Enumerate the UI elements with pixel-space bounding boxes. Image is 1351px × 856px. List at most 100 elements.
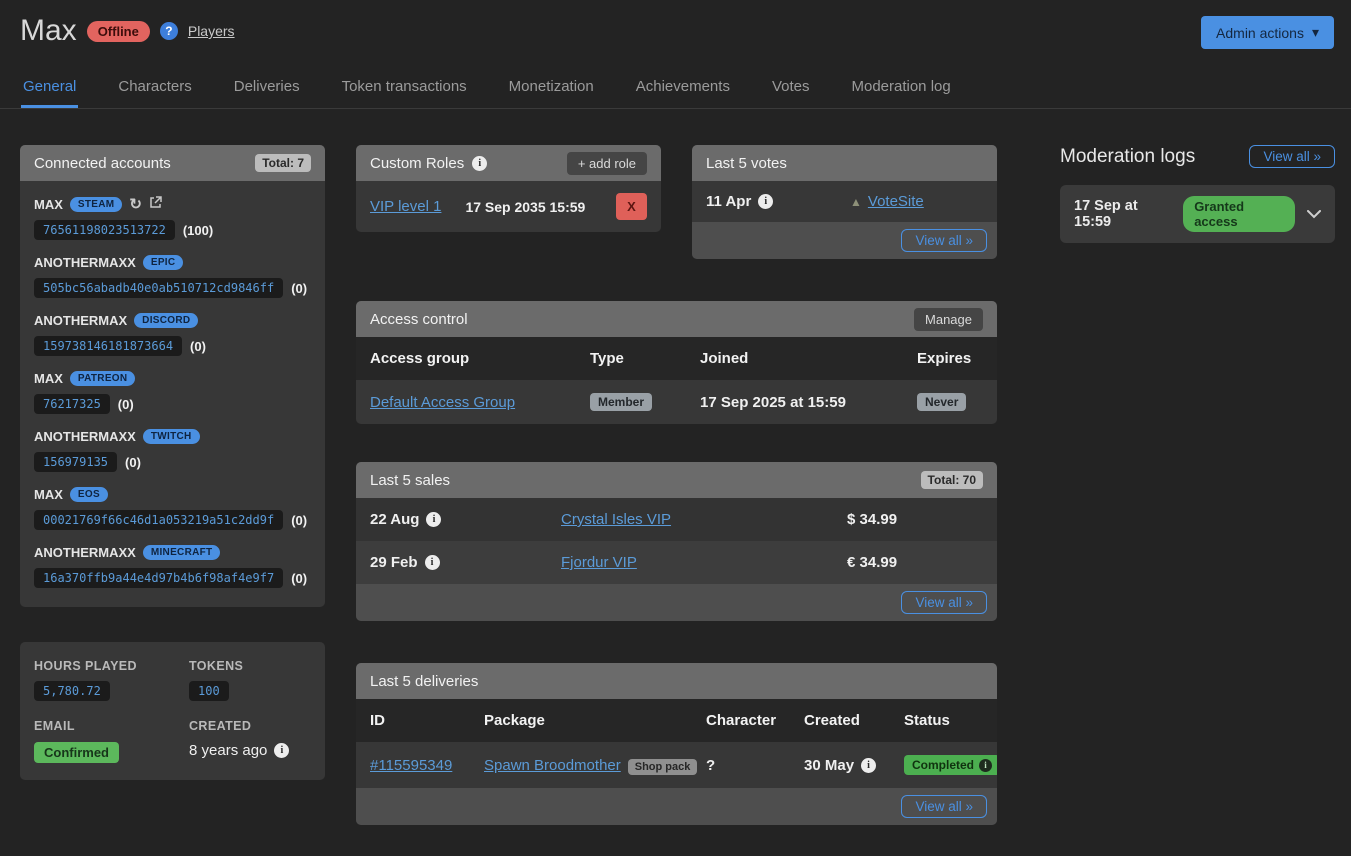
tab-token-transactions[interactable]: Token transactions: [341, 78, 467, 95]
account-count: (0): [291, 570, 308, 586]
account-item-epic: ANOTHERMAXX EPIC 505bc56abadb40e0ab51071…: [34, 255, 311, 298]
completed-status-badge: Completed i: [904, 755, 997, 775]
status-badge: Offline: [86, 20, 150, 42]
account-count: (0): [125, 454, 141, 470]
delivery-package-link[interactable]: Spawn Broodmother: [484, 756, 621, 774]
account-name: MAX: [34, 487, 63, 502]
moderation-log-entry[interactable]: 17 Sep at 15:59 Granted access: [1060, 185, 1335, 243]
info-icon[interactable]: i: [758, 194, 774, 209]
tab-general[interactable]: General: [21, 69, 79, 108]
info-icon[interactable]: i: [426, 512, 442, 527]
account-id-chip[interactable]: 159738146181873664: [34, 336, 183, 356]
add-role-button[interactable]: + add role: [566, 151, 647, 175]
remove-role-button[interactable]: X: [616, 193, 647, 220]
info-icon[interactable]: i: [274, 743, 290, 758]
account-item-twitch: ANOTHERMAXX TWITCH 156979135 (0): [34, 429, 311, 472]
sales-view-all-button[interactable]: View all »: [901, 591, 987, 614]
expires-badge: Never: [917, 393, 967, 411]
last-deliveries-title: Last 5 deliveries: [370, 672, 479, 690]
page-header: Max Offline ? Players Admin actions ▾: [0, 0, 1351, 49]
votesite-link[interactable]: VoteSite: [867, 193, 924, 210]
platform-badge-eos: EOS: [69, 487, 108, 502]
account-id-chip[interactable]: 76217325: [34, 394, 110, 414]
external-link-icon[interactable]: [149, 196, 162, 212]
tab-moderation-log[interactable]: Moderation log: [851, 78, 951, 95]
account-id-chip[interactable]: 00021769f66c46d1a053219a51c2dd9f: [34, 510, 284, 530]
role-expires: 17 Sep 2035 15:59: [465, 198, 586, 215]
created-label: CREATED: [189, 719, 252, 733]
player-stats-card: HOURS PLAYED 5,780.72 TOKENS 100 EMAIL C…: [20, 642, 325, 780]
players-link[interactable]: Players: [187, 23, 235, 39]
col-expires: Expires: [917, 350, 972, 367]
email-label: EMAIL: [34, 719, 75, 733]
account-count: (0): [117, 396, 134, 412]
last-sales-card: Last 5 sales Total: 70 22 Aug i Crystal …: [356, 462, 997, 621]
tokens-value: 100: [189, 681, 229, 701]
delivery-id-link[interactable]: #115595349: [370, 756, 453, 774]
sale-package-link[interactable]: Fjordur VIP: [561, 554, 637, 571]
col-status: Status: [904, 712, 950, 729]
custom-roles-title: Custom Roles: [370, 154, 465, 172]
col-access-group: Access group: [370, 350, 470, 367]
account-item-minecraft: ANOTHERMAXX MINECRAFT 16a370ffb9a44e4d97…: [34, 545, 311, 588]
col-created: Created: [804, 712, 860, 729]
connected-accounts-total-badge: Total: 7: [255, 154, 311, 172]
votes-view-all-button[interactable]: View all »: [901, 229, 987, 252]
access-group-link[interactable]: Default Access Group: [370, 393, 516, 411]
delivery-character: ?: [706, 756, 716, 774]
account-count: (0): [291, 512, 308, 528]
deliveries-view-all-button[interactable]: View all »: [901, 795, 987, 818]
joined-value: 17 Sep 2025 at 15:59: [700, 393, 846, 411]
tokens-label: TOKENS: [189, 659, 244, 673]
info-icon[interactable]: i: [424, 555, 440, 570]
tab-bar: General Characters Deliveries Token tran…: [0, 69, 1351, 109]
help-icon[interactable]: ?: [159, 22, 178, 40]
account-id-chip[interactable]: 156979135: [34, 452, 118, 472]
manage-button[interactable]: Manage: [914, 307, 983, 331]
platform-badge-twitch: TWITCH: [142, 429, 200, 444]
admin-actions-button[interactable]: Admin actions ▾: [1201, 16, 1334, 49]
platform-badge-patreon: PATREON: [69, 371, 136, 386]
moderation-entry-date: 17 Sep at 15:59: [1074, 198, 1138, 230]
account-id-chip[interactable]: 505bc56abadb40e0ab510712cd9846ff: [34, 278, 284, 298]
col-id: ID: [370, 712, 385, 729]
col-type: Type: [590, 350, 624, 367]
connected-accounts-title: Connected accounts: [34, 154, 171, 172]
sale-package-link[interactable]: Crystal Isles VIP: [561, 511, 672, 528]
access-table-header: Access group Type Joined Expires: [356, 337, 997, 380]
platform-badge-minecraft: MINECRAFT: [142, 545, 221, 560]
custom-roles-card: Custom Roles i + add role VIP level 1 17…: [356, 145, 661, 232]
last-sales-title: Last 5 sales: [370, 471, 451, 489]
account-count: (100): [182, 222, 214, 238]
account-id-chip[interactable]: 76561198023513722: [34, 220, 175, 240]
vote-date: 11 Apr: [706, 193, 752, 210]
sales-total-badge: Total: 70: [920, 471, 983, 489]
access-control-title: Access control: [370, 310, 468, 328]
info-icon[interactable]: i: [472, 155, 488, 171]
tab-characters[interactable]: Characters: [118, 78, 192, 95]
platform-badge-steam: STEAM: [69, 196, 123, 212]
account-name: MAX: [34, 371, 63, 386]
page-title: Max: [20, 14, 77, 47]
deliveries-table-header: ID Package Character Created Status: [356, 699, 997, 742]
tab-achievements[interactable]: Achievements: [635, 78, 730, 95]
refresh-icon[interactable]: ↻: [129, 195, 142, 213]
votesite-icon: ▲: [850, 194, 862, 209]
created-value: 8 years ago: [189, 742, 268, 759]
access-control-card: Access control Manage Access group Type …: [356, 301, 997, 424]
sale-price: € 34.99: [847, 554, 898, 571]
tab-deliveries[interactable]: Deliveries: [233, 78, 300, 95]
info-icon[interactable]: i: [861, 757, 877, 773]
account-id-chip[interactable]: 16a370ffb9a44e4d97b4b6f98af4e9f7: [34, 568, 284, 588]
sale-row: 22 Aug i Crystal Isles VIP $ 34.99: [356, 498, 997, 541]
chevron-down-icon: [1307, 209, 1321, 219]
moderation-logs-title: Moderation logs: [1060, 145, 1196, 167]
role-link[interactable]: VIP level 1: [370, 198, 442, 215]
account-name: ANOTHERMAXX: [34, 545, 136, 560]
account-name: MAX: [34, 196, 63, 212]
tab-monetization[interactable]: Monetization: [508, 78, 594, 95]
moderation-view-all-button[interactable]: View all »: [1249, 145, 1335, 168]
caret-down-icon: ▾: [1311, 24, 1319, 40]
tab-votes[interactable]: Votes: [771, 78, 810, 95]
col-joined: Joined: [700, 350, 749, 367]
